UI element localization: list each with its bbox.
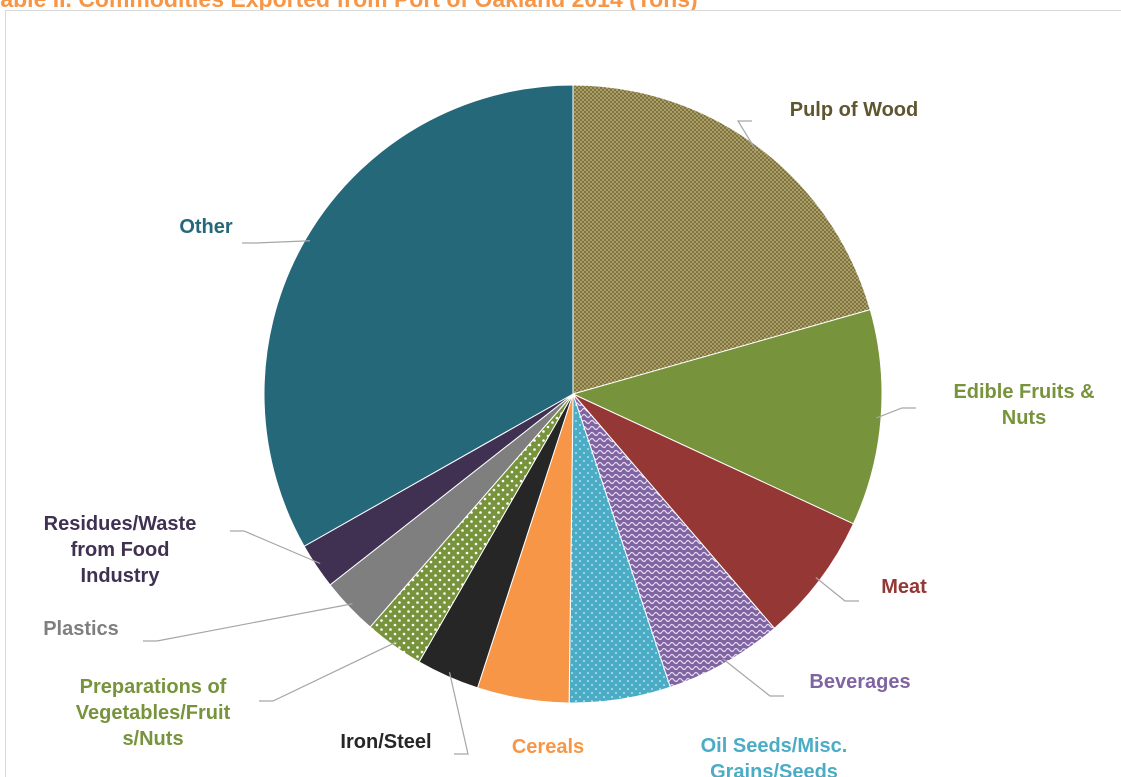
pie-slice-2	[571, 309, 883, 525]
pie-chart: Pulp of Wood Edible Fruits & Nuts Meat Bever…	[43, 84, 1095, 777]
slice-label-line: Cereals	[512, 736, 584, 758]
pie-slice-4	[572, 393, 776, 688]
slice-label-line: Edible Fruits &	[953, 381, 1094, 403]
leader-line-4	[722, 658, 784, 697]
slice-label-5: Oil Seeds/Misc. Grains/Seeds	[701, 735, 848, 777]
slice-label-line: from Food	[71, 539, 170, 561]
slice-label-line: Preparations of	[80, 676, 227, 698]
chart-frame: Pulp of Wood Edible Fruits & Nuts Meat Bever…	[5, 10, 1121, 777]
slice-label-line: Grains/Seeds	[710, 761, 838, 777]
slice-label-1: Pulp of Wood	[790, 99, 919, 121]
pie-slice-11	[263, 84, 574, 547]
slice-label-8: Preparations of Vegetables/Fruit s/Nuts	[76, 676, 231, 750]
slice-label-line: Residues/Waste	[44, 513, 197, 535]
slice-label-7: Iron/Steel	[340, 731, 431, 753]
chart-title-clip: Table II. Commodities Exported from Port…	[0, 0, 1121, 10]
chart-title: Table II. Commodities Exported from Port…	[0, 0, 698, 10]
slice-label-line: s/Nuts	[122, 728, 183, 750]
slice-label-line: Oil Seeds/Misc.	[701, 735, 848, 757]
slice-label-10: Residues/Waste from Food Industry	[44, 513, 197, 587]
slice-label-9: Plastics	[43, 618, 119, 640]
leader-line-9	[143, 603, 353, 642]
slice-label-line: Plastics	[43, 618, 119, 640]
leader-line-2	[876, 407, 916, 419]
slice-labels: Pulp of Wood Edible Fruits & Nuts Meat Bever…	[43, 99, 1094, 777]
slice-label-line: Other	[179, 216, 233, 238]
leader-line-10	[230, 530, 321, 565]
slice-label-2: Edible Fruits & Nuts	[953, 381, 1094, 429]
leader-line-1	[736, 120, 758, 152]
slice-label-11: Other	[179, 216, 233, 238]
slice-label-6: Cereals	[512, 736, 584, 758]
slice-label-line: Beverages	[809, 671, 910, 693]
leader-line-8	[259, 641, 397, 702]
leader-lines	[143, 120, 916, 755]
slice-label-3: Meat	[881, 576, 927, 598]
slice-label-line: Nuts	[1002, 407, 1046, 429]
slice-label-line: Pulp of Wood	[790, 99, 919, 121]
leader-line-3	[815, 577, 859, 602]
pie-slice-1	[572, 84, 871, 395]
pie-slices	[263, 84, 883, 704]
slice-label-line: Industry	[81, 565, 161, 587]
slice-label-line: Vegetables/Fruit	[76, 702, 231, 724]
leader-line-11	[242, 240, 311, 244]
slice-label-line: Iron/Steel	[340, 731, 431, 753]
leader-line-7	[448, 672, 469, 755]
slice-label-4: Beverages	[809, 671, 910, 693]
slice-label-line: Meat	[881, 576, 927, 598]
